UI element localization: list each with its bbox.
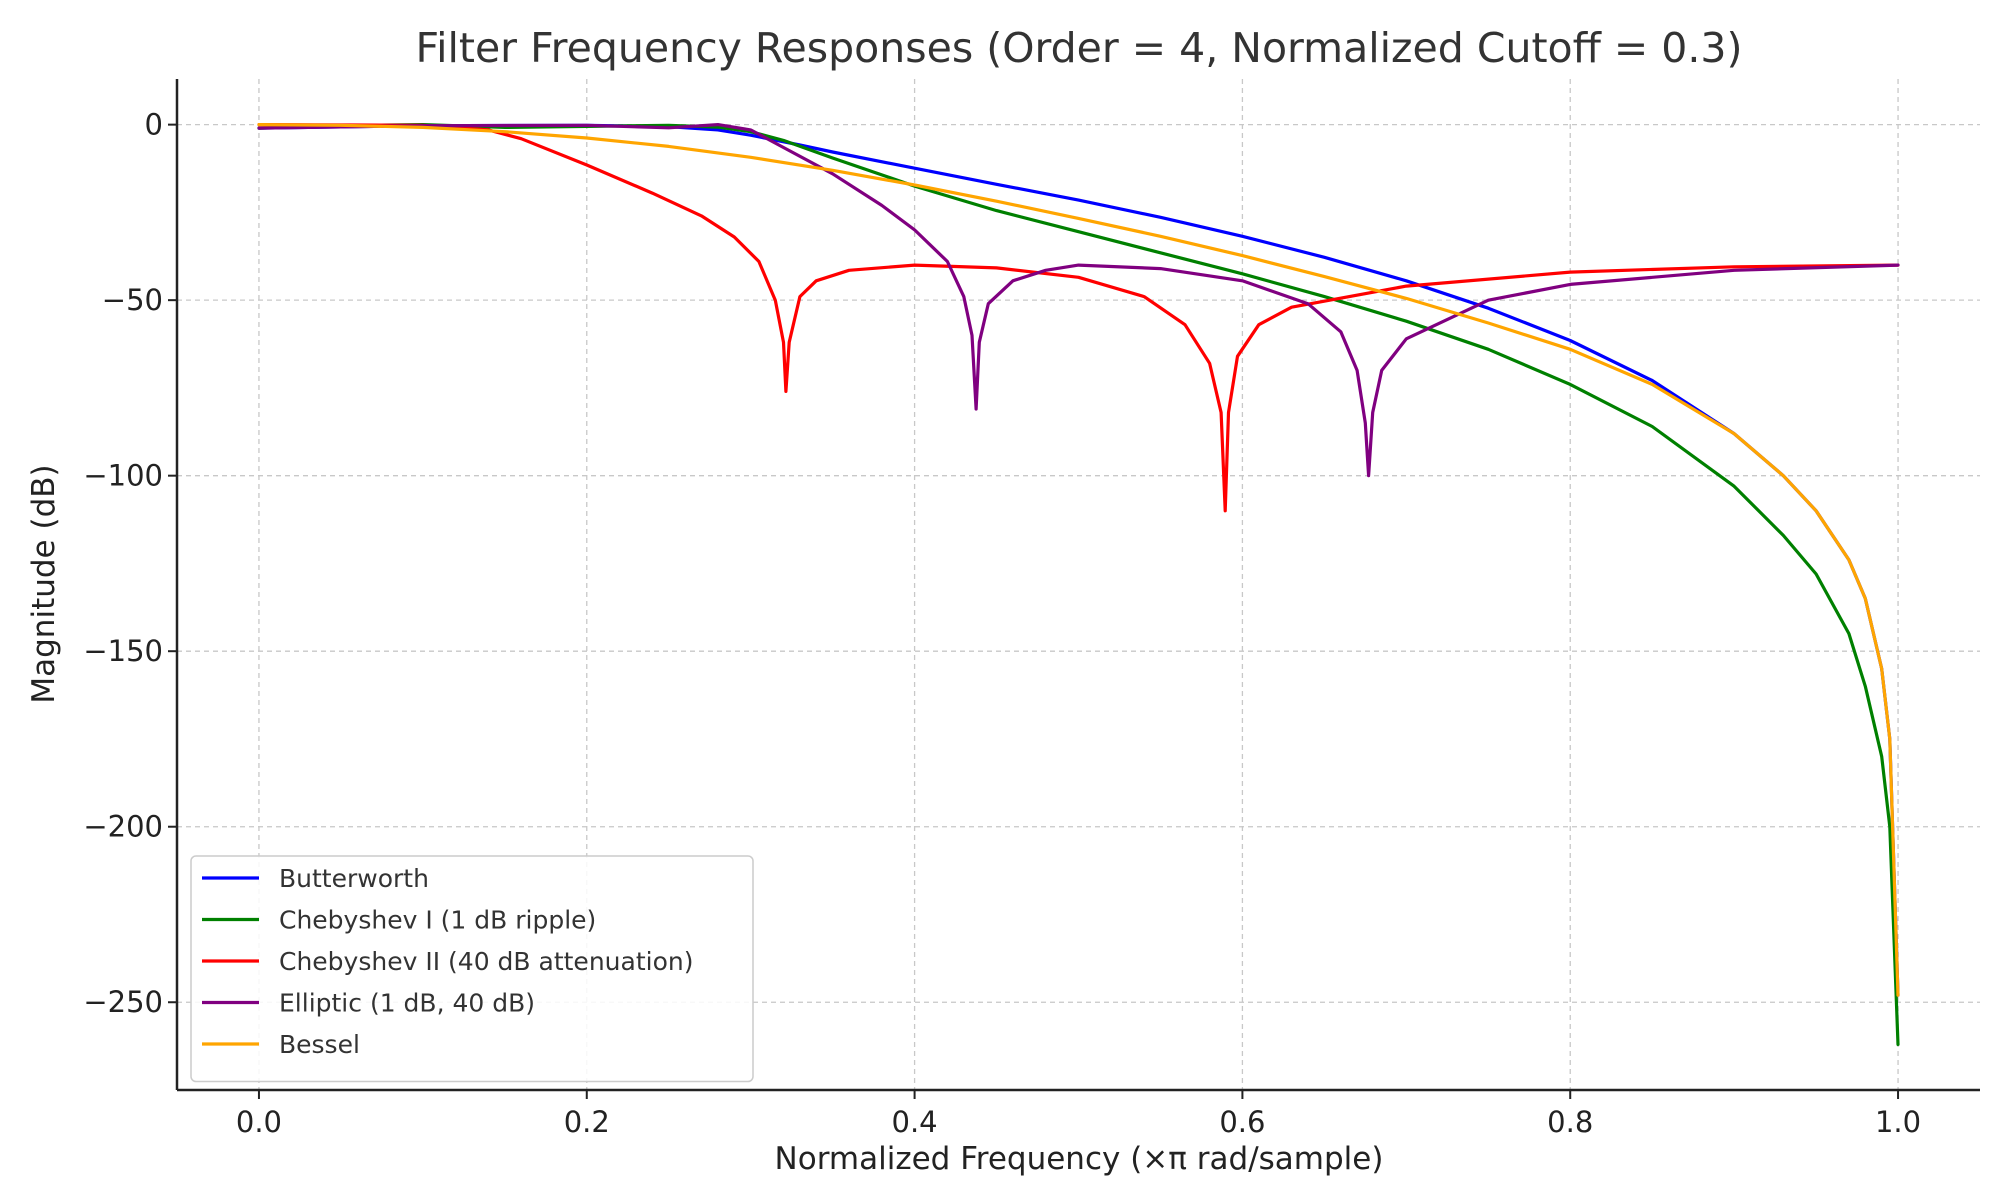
series-layer: [257, 122, 1900, 1047]
x-tick-label: 0.8: [1547, 1105, 1593, 1139]
series-line-3: [257, 122, 1900, 513]
x-tick-label: 0.4: [892, 1105, 938, 1139]
legend-label: Bessel: [279, 1030, 360, 1059]
y-tick-label: −200: [83, 810, 163, 844]
series-line-4: [257, 122, 1900, 478]
axis-ticks: 0.0 0.2 0.4 0.6 0.8 1.0 0 −50 −100 −150 −200 −250: [83, 108, 1921, 1139]
chart-title: Filter Frequency Responses (Order = 4, N…: [416, 24, 1743, 72]
x-axis-label: Normalized Frequency (×π rad/sample): [775, 1141, 1384, 1177]
y-axis-label: Magnitude (dB): [26, 464, 62, 703]
x-tick-label: 0.0: [236, 1105, 282, 1139]
legend-label: Elliptic (1 dB, 40 dB): [279, 989, 535, 1018]
y-tick-label: −250: [83, 985, 163, 1019]
legend-label: Chebyshev I (1 dB ripple): [279, 906, 596, 935]
y-tick-label: −50: [102, 283, 163, 317]
y-tick-label: −150: [83, 634, 163, 668]
legend-label: Butterworth: [279, 864, 429, 893]
series-line-5: [257, 122, 1900, 997]
legend: Butterworth Chebyshev I (1 dB ripple) Cheb…: [190, 855, 754, 1083]
y-tick-label: −100: [83, 459, 163, 493]
x-tick-label: 0.6: [1219, 1105, 1265, 1139]
x-tick-label: 0.2: [564, 1105, 610, 1139]
x-tick-label: 1.0: [1875, 1105, 1921, 1139]
legend-label: Chebyshev II (40 dB attenuation): [279, 947, 693, 976]
y-tick-label: 0: [145, 108, 163, 142]
legend-box: [190, 855, 754, 1083]
